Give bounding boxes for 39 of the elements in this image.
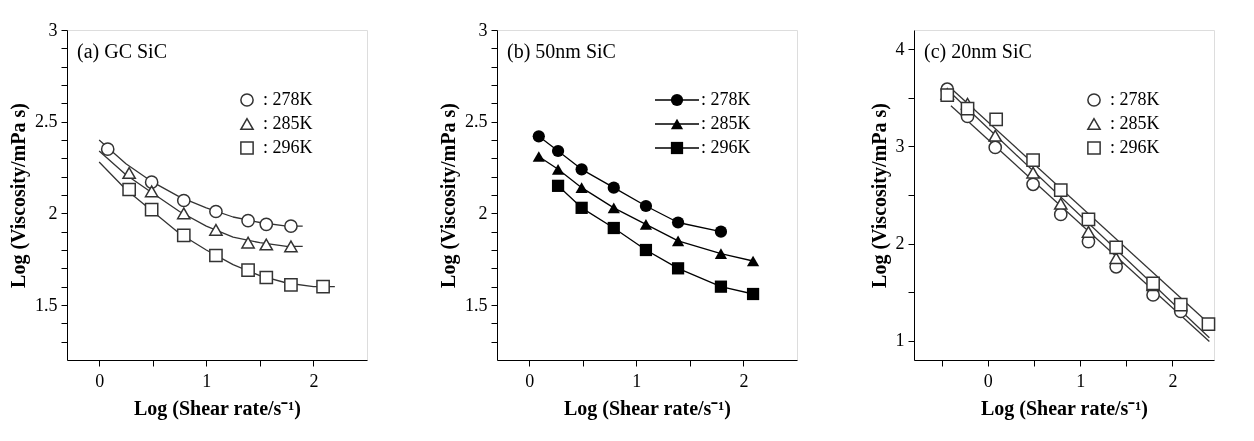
x-axis-title: Log (Shear rate/s⁻¹) bbox=[563, 396, 732, 420]
text: (c) 20nm SiC bbox=[924, 40, 1032, 63]
legend-label: : 278K bbox=[263, 89, 313, 109]
x-tick-label: 0 bbox=[95, 370, 105, 391]
y-tick-label: 1.5 bbox=[465, 294, 488, 315]
y-axis-title: Log (Viscosity/mPa s) bbox=[437, 103, 460, 288]
text: (a) GC SiC bbox=[77, 40, 167, 63]
y-axis-title: Log (Viscosity/mPa s) bbox=[7, 103, 30, 288]
x-tick-label: 1 bbox=[632, 370, 642, 391]
x-tick-label: 0 bbox=[525, 370, 535, 391]
y-tick-label: 3 bbox=[48, 19, 58, 40]
y-axis-title: Log (Viscosity/mPa s) bbox=[867, 103, 891, 288]
x-tick-label: 1 bbox=[1076, 370, 1086, 391]
y-tick-label: 1.5 bbox=[35, 294, 58, 315]
x-axis-title: Log (Shear rate/s⁻¹) bbox=[133, 396, 302, 420]
legend-label: : 278K bbox=[701, 89, 751, 109]
legend-label: : 296K bbox=[1110, 137, 1160, 157]
y-tick-label: 3 bbox=[478, 19, 488, 40]
x-axis-title: Log (Shear rate/s⁻¹) bbox=[980, 396, 1149, 420]
x-tick-label: 0 bbox=[983, 370, 993, 391]
legend-label: : 285K bbox=[1110, 113, 1160, 133]
y-tick-label: 2 bbox=[478, 202, 488, 223]
legend-label: : 285K bbox=[263, 113, 313, 133]
legend-label: : 278K bbox=[1110, 89, 1160, 109]
legend-label: : 296K bbox=[263, 137, 313, 157]
legend-label: : 296K bbox=[701, 137, 751, 157]
y-tick-label: 2.5 bbox=[35, 111, 58, 132]
y-tick-label: 2.5 bbox=[465, 111, 488, 132]
y-tick-label: 3 bbox=[895, 135, 905, 156]
x-tick-label: 2 bbox=[309, 370, 319, 391]
x-tick-label: 1 bbox=[202, 370, 212, 391]
y-tick-label: 1 bbox=[895, 330, 905, 351]
y-tick-label: 2 bbox=[895, 233, 905, 254]
x-tick-label: 2 bbox=[1168, 370, 1178, 391]
text: (b) 50nm SiC bbox=[507, 40, 616, 63]
y-tick-label: 2 bbox=[48, 202, 58, 223]
x-tick-label: 2 bbox=[739, 370, 749, 391]
y-tick-label: 4 bbox=[895, 38, 905, 59]
legend-label: : 285K bbox=[701, 113, 751, 133]
